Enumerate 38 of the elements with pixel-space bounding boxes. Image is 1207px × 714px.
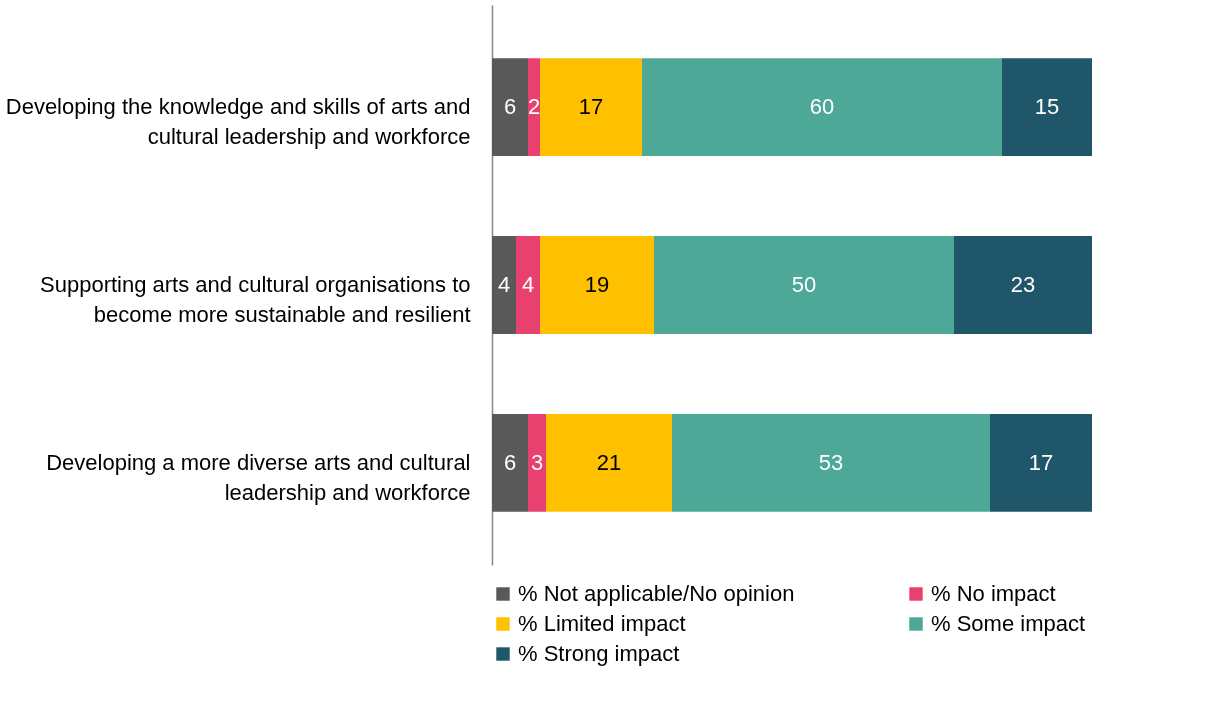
bar xyxy=(492,413,528,512)
legend-label: % Limited impact xyxy=(518,611,686,636)
y-tick-label: Developing a more diverse arts and cultural leadership and workforce xyxy=(46,449,471,505)
legend-label: % Some impact xyxy=(931,611,1086,636)
bar xyxy=(1002,58,1092,157)
bar xyxy=(654,236,954,334)
bar xyxy=(528,58,540,157)
legend-label: % Strong impact xyxy=(518,641,680,666)
bar xyxy=(540,236,654,334)
legend-label: % Not applicable/No opinion xyxy=(518,581,795,606)
bar xyxy=(954,236,1092,334)
data-label: 17 xyxy=(1028,449,1054,475)
bar xyxy=(990,413,1092,512)
bar xyxy=(672,413,990,512)
bar xyxy=(546,413,672,512)
data-label: 2 xyxy=(527,94,541,120)
data-label: 53 xyxy=(818,449,844,475)
bar xyxy=(642,58,1002,157)
data-label: 60 xyxy=(809,94,835,120)
bar xyxy=(540,58,642,157)
data-label: 3 xyxy=(530,449,544,475)
y-tick-label: Supporting arts and cultural organisations to become more sustainable and resilient xyxy=(40,272,471,327)
data-label: 19 xyxy=(584,272,610,297)
data-label: 50 xyxy=(791,272,817,297)
data-label: 15 xyxy=(1034,94,1060,120)
data-label: 17 xyxy=(578,94,604,120)
y-tick-label: Developing the knowledge and skills of arts and cultural leadership and workforce xyxy=(5,94,471,150)
bar xyxy=(492,58,528,157)
data-label: 6 xyxy=(503,449,517,475)
legend-label: % No impact xyxy=(931,581,1056,606)
data-label: 21 xyxy=(596,449,622,475)
data-label: 6 xyxy=(503,94,517,120)
bar xyxy=(528,413,546,512)
data-label: 4 xyxy=(497,272,511,297)
data-label: 23 xyxy=(1010,272,1036,297)
bar xyxy=(516,236,540,334)
data-label: 4 xyxy=(521,272,535,297)
bar xyxy=(492,236,516,334)
